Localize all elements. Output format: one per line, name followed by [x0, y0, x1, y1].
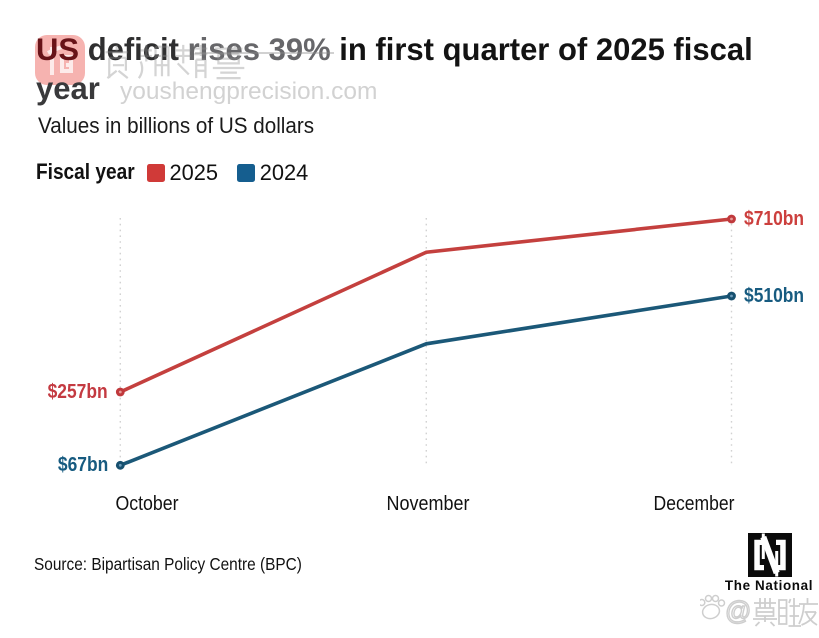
svg-text:@: @ — [725, 596, 751, 626]
